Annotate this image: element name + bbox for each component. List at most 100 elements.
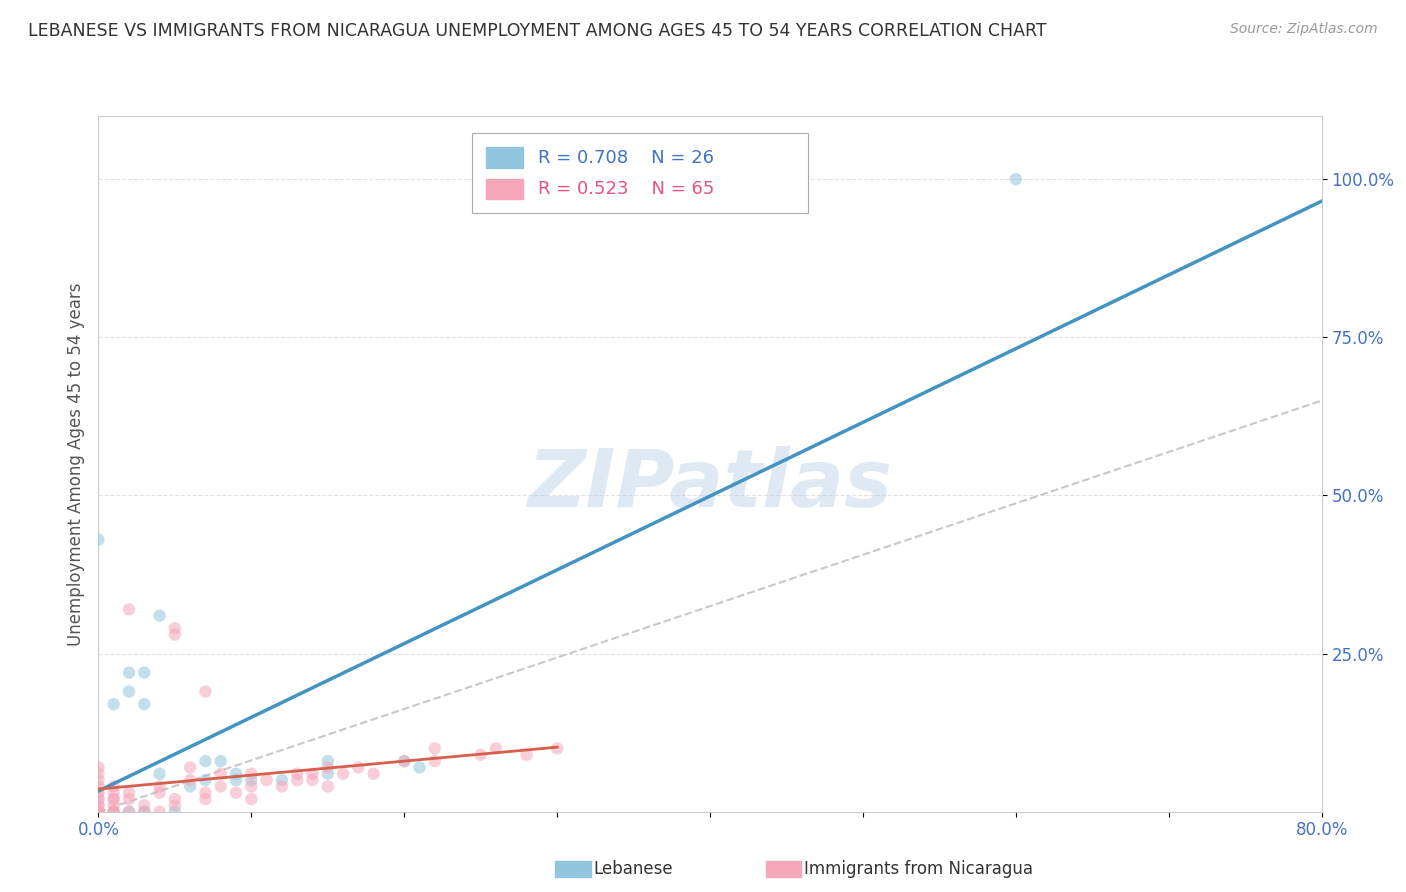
Text: R = 0.523    N = 65: R = 0.523 N = 65 xyxy=(537,180,714,198)
Point xyxy=(87,786,110,800)
Point xyxy=(87,805,110,819)
Point xyxy=(546,741,568,756)
Point xyxy=(179,773,201,788)
Point xyxy=(301,773,323,788)
Point xyxy=(87,773,110,788)
Point xyxy=(194,786,217,800)
Point xyxy=(240,792,263,806)
Point xyxy=(149,805,172,819)
Point xyxy=(103,792,125,806)
Point xyxy=(103,805,125,819)
Point xyxy=(134,805,156,819)
Point xyxy=(103,805,125,819)
Point xyxy=(87,780,110,794)
Point xyxy=(240,773,263,788)
Point xyxy=(103,805,125,819)
Point xyxy=(103,798,125,813)
Text: Immigrants from Nicaragua: Immigrants from Nicaragua xyxy=(804,860,1033,878)
Point xyxy=(209,766,232,780)
Text: Lebanese: Lebanese xyxy=(593,860,673,878)
Point xyxy=(87,798,110,813)
Point xyxy=(1004,172,1026,186)
Text: Source: ZipAtlas.com: Source: ZipAtlas.com xyxy=(1230,22,1378,37)
Point xyxy=(87,533,110,547)
Point xyxy=(194,684,217,698)
Point xyxy=(332,766,354,780)
Y-axis label: Unemployment Among Ages 45 to 54 years: Unemployment Among Ages 45 to 54 years xyxy=(66,282,84,646)
Point xyxy=(118,602,141,616)
Point xyxy=(225,786,247,800)
Point xyxy=(87,766,110,780)
Text: R = 0.708    N = 26: R = 0.708 N = 26 xyxy=(537,149,714,167)
Point xyxy=(285,766,308,780)
Point xyxy=(423,741,446,756)
Point xyxy=(163,792,186,806)
Point xyxy=(194,754,217,768)
Point xyxy=(118,684,141,698)
Point xyxy=(87,805,110,819)
FancyBboxPatch shape xyxy=(471,134,808,213)
Point xyxy=(316,760,339,774)
Point xyxy=(179,780,201,794)
Point xyxy=(408,760,430,774)
Bar xyxy=(486,147,523,169)
Point xyxy=(256,773,278,788)
Point xyxy=(347,760,370,774)
Text: ZIPatlas: ZIPatlas xyxy=(527,446,893,524)
Point xyxy=(103,780,125,794)
Point xyxy=(392,754,416,768)
Point xyxy=(149,608,172,623)
Point xyxy=(240,766,263,780)
Point xyxy=(163,805,186,819)
Point xyxy=(87,805,110,819)
Point xyxy=(134,798,156,813)
Point xyxy=(225,773,247,788)
Point xyxy=(87,792,110,806)
Point xyxy=(118,665,141,680)
Point xyxy=(118,792,141,806)
Point xyxy=(285,773,308,788)
Point xyxy=(103,697,125,711)
Point xyxy=(316,754,339,768)
Point xyxy=(87,805,110,819)
Point xyxy=(103,786,125,800)
Point xyxy=(301,766,323,780)
Point xyxy=(87,805,110,819)
Point xyxy=(363,766,385,780)
Point xyxy=(134,697,156,711)
Point xyxy=(485,741,508,756)
Point xyxy=(118,786,141,800)
Point xyxy=(118,805,141,819)
Point xyxy=(87,805,110,819)
Bar xyxy=(486,178,523,200)
Point xyxy=(163,798,186,813)
Point xyxy=(270,773,292,788)
Point xyxy=(470,747,492,762)
Point xyxy=(87,792,110,806)
Text: LEBANESE VS IMMIGRANTS FROM NICARAGUA UNEMPLOYMENT AMONG AGES 45 TO 54 YEARS COR: LEBANESE VS IMMIGRANTS FROM NICARAGUA UN… xyxy=(28,22,1046,40)
Point xyxy=(149,786,172,800)
Point xyxy=(103,792,125,806)
Point xyxy=(240,780,263,794)
Point xyxy=(179,760,201,774)
Point xyxy=(194,792,217,806)
Point xyxy=(225,766,247,780)
Point xyxy=(118,805,141,819)
Point xyxy=(87,786,110,800)
Point xyxy=(209,754,232,768)
Point xyxy=(194,773,217,788)
Point xyxy=(163,627,186,641)
Point xyxy=(316,780,339,794)
Point xyxy=(392,754,416,768)
Point xyxy=(423,754,446,768)
Point xyxy=(87,798,110,813)
Point xyxy=(163,621,186,635)
Point xyxy=(209,780,232,794)
Point xyxy=(516,747,538,762)
Point xyxy=(149,766,172,780)
Point xyxy=(87,805,110,819)
Point xyxy=(134,805,156,819)
Point xyxy=(270,780,292,794)
Point xyxy=(149,780,172,794)
Point xyxy=(316,766,339,780)
